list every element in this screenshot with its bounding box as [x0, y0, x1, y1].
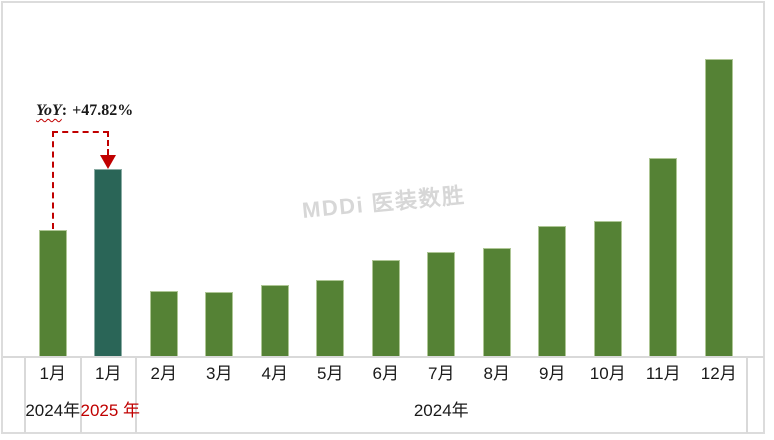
- bar-10月-10: [593, 221, 622, 357]
- category-separator: [135, 357, 137, 433]
- yoy-annotation-label: YoY: [36, 102, 62, 119]
- x-tick-label-1: 1月: [95, 364, 122, 383]
- x-tick-label-3: 3月: [206, 364, 233, 383]
- x-tick-label-5: 5月: [317, 364, 344, 383]
- category-separator: [79, 357, 82, 433]
- yoy-arrow-down-icon: [100, 155, 117, 169]
- x-tick-label-4: 4月: [261, 364, 288, 383]
- yoy-annotation: YoY: +47.82%: [36, 102, 133, 120]
- year-group-label-1: 2025 年: [80, 401, 141, 420]
- yoy-annotation-value: +47.82%: [72, 102, 134, 119]
- yoy-dashed-line-left: [51, 131, 54, 229]
- bar-2月-2: [149, 291, 178, 357]
- x-tick-label-10: 10月: [589, 364, 626, 383]
- x-tick-label-2: 2月: [150, 364, 177, 383]
- year-group-label-2: 2024年: [413, 401, 469, 420]
- x-tick-label-0: 1月: [39, 364, 66, 383]
- x-tick-label-7: 7月: [428, 364, 455, 383]
- bar-4月-4: [260, 285, 289, 357]
- bar-9月-9: [538, 226, 567, 357]
- x-tick-label-12: 12月: [700, 364, 737, 383]
- bar-5月-5: [316, 280, 345, 357]
- x-tick-label-6: 6月: [372, 364, 399, 383]
- year-group-label-0: 2024年: [25, 401, 81, 420]
- x-tick-label-9: 9月: [539, 364, 566, 383]
- bar-1月-1: [94, 169, 123, 357]
- x-axis-line: [3, 356, 764, 358]
- yoy-dashed-line-top: [51, 131, 110, 133]
- bar-3月-3: [205, 292, 234, 357]
- bar-6月-6: [371, 260, 400, 357]
- x-tick-label-8: 8月: [483, 364, 510, 383]
- category-separator: [745, 357, 748, 433]
- yoy-annotation-colon: :: [61, 102, 68, 119]
- bar-11月-11: [649, 158, 678, 357]
- x-tick-label-11: 11月: [645, 364, 681, 383]
- bar-1月-0: [38, 230, 67, 357]
- bar-7月-7: [427, 252, 456, 357]
- yoy-dashed-line-right: [107, 131, 110, 155]
- bar-8月-8: [482, 248, 511, 357]
- category-separator: [24, 357, 26, 433]
- chart-border-frame: [1, 1, 765, 434]
- bar-12月-12: [704, 59, 733, 357]
